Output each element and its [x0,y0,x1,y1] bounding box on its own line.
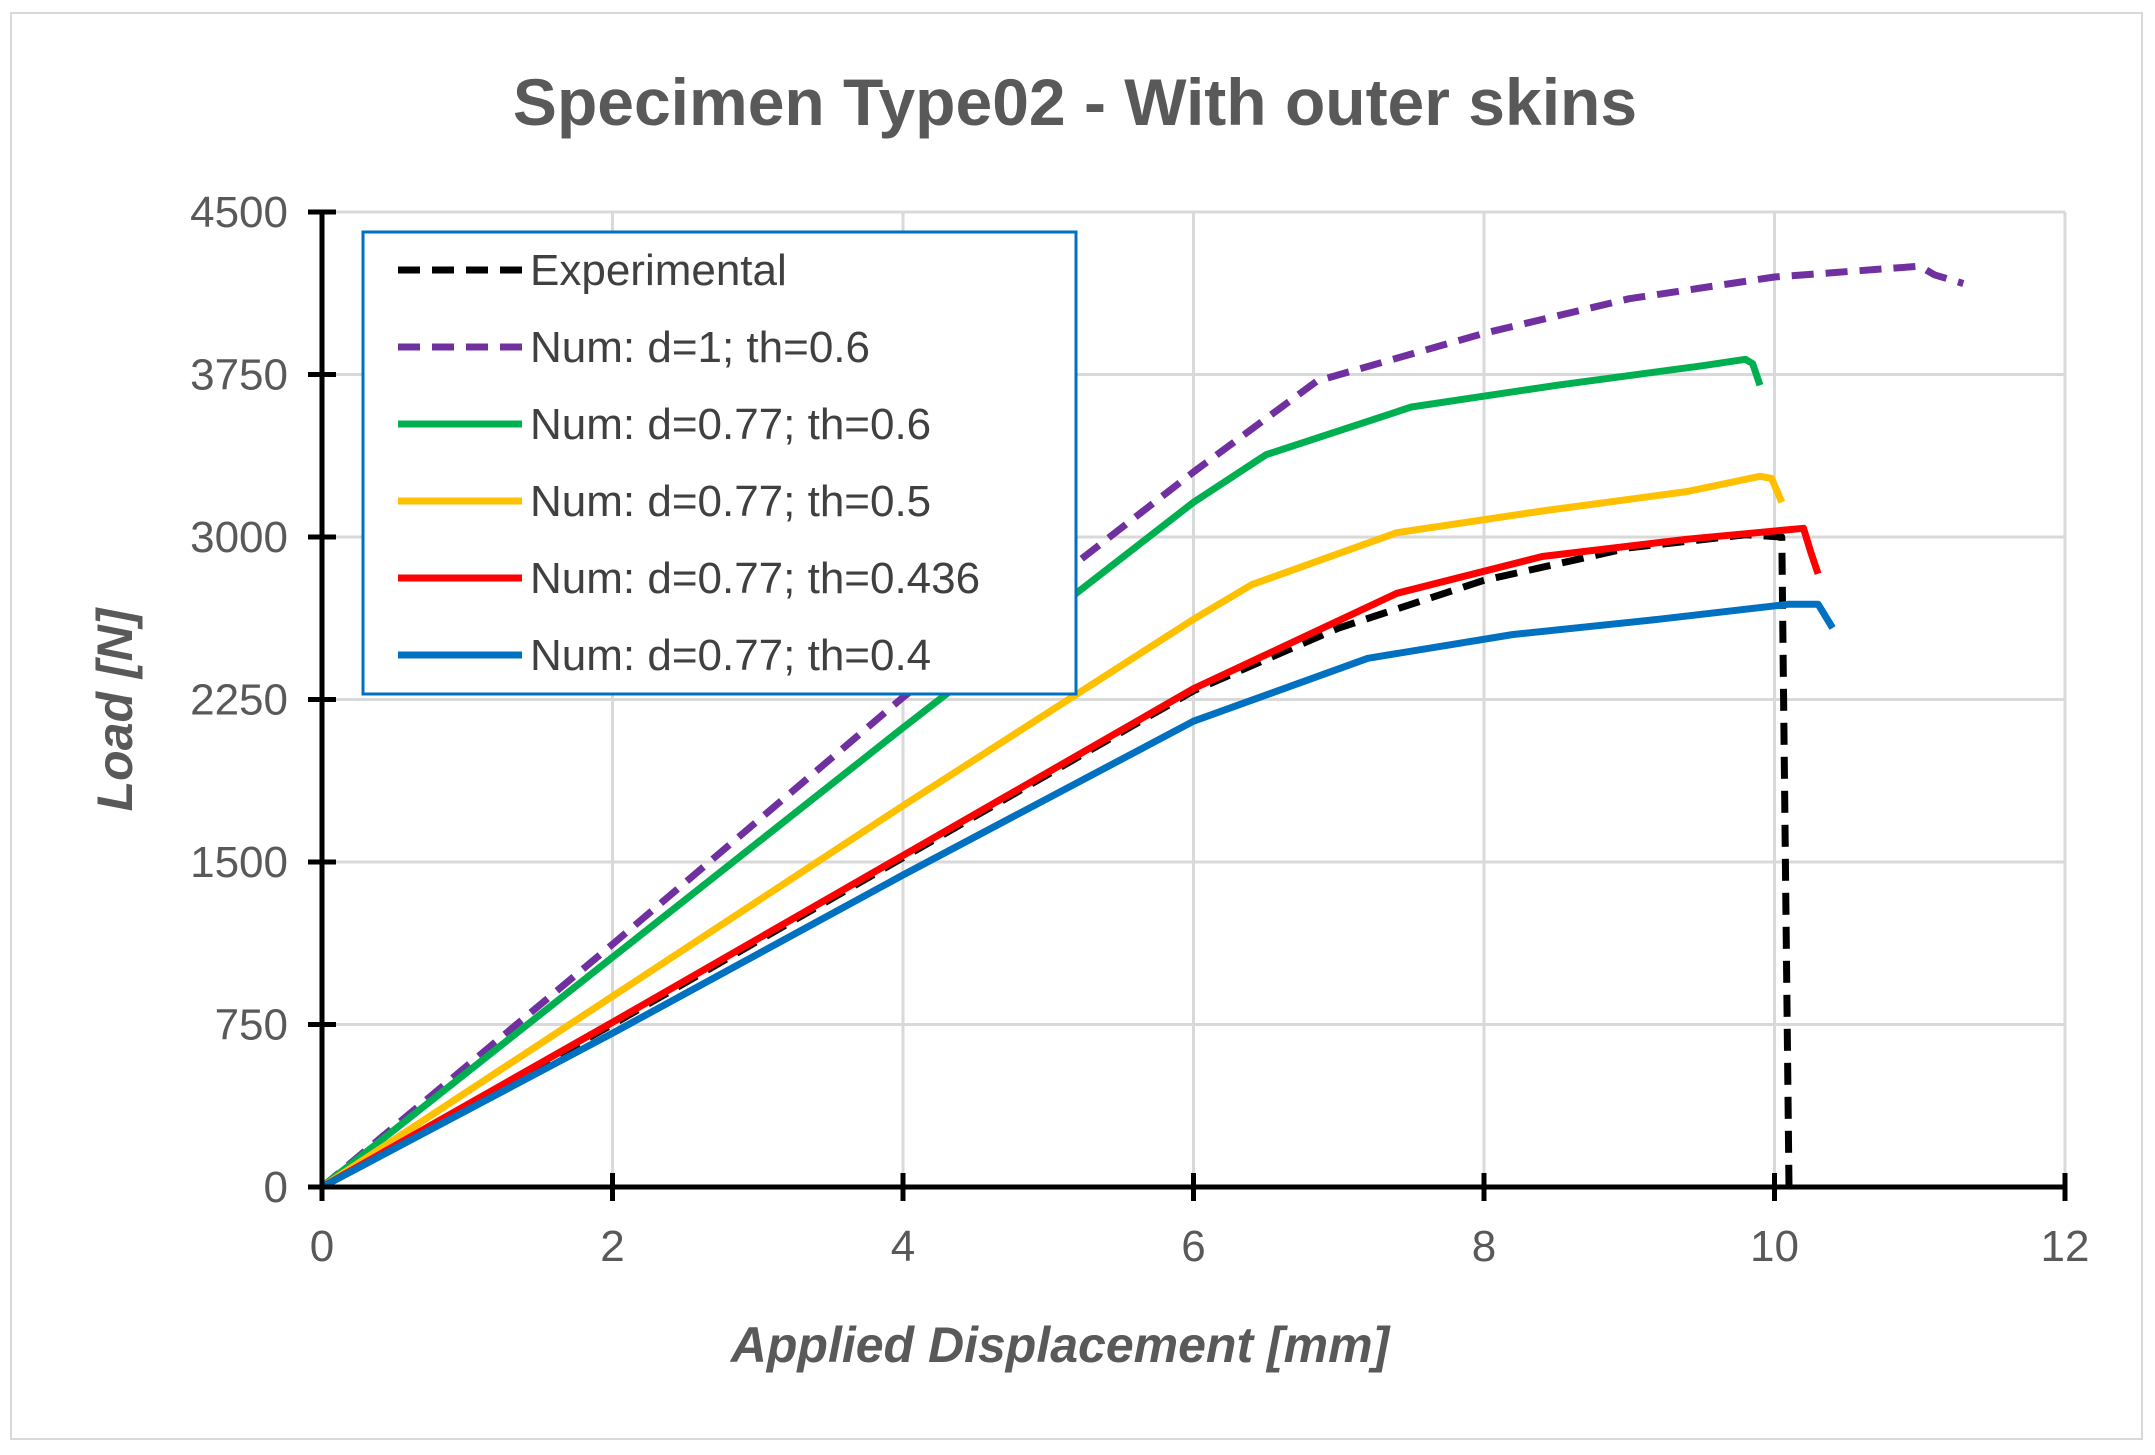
y-tick-label: 3000 [190,513,288,562]
legend-label: Num: d=0.77; th=0.436 [530,554,980,603]
legend-box [361,230,1078,696]
series-line-4 [320,472,1786,1190]
legend-label: Num: d=1; th=0.6 [530,323,870,372]
legend-label: Num: d=0.77; th=0.5 [530,477,931,526]
series-line-1 [320,531,1793,1191]
y-tick-label: 2250 [190,676,288,725]
legend-label: Num: d=0.77; th=0.6 [530,400,931,449]
y-tick-label: 750 [215,1001,288,1050]
x-tick-label: 0 [310,1222,334,1271]
y-axis-title: Load [N] [87,606,143,811]
x-tick-label: 8 [1472,1222,1496,1271]
x-tick-label: 2 [600,1222,624,1271]
legend-items: Experimental Num: d=1; th=0.6 Num: d=0.77;… [398,246,980,680]
x-tick-label: 10 [1750,1222,1799,1271]
series-line-3 [319,355,1764,1190]
y-tick-label: 4500 [190,188,288,237]
x-tick-label: 4 [891,1222,915,1271]
axes [308,209,2068,1201]
x-tick-label: 12 [2041,1222,2090,1271]
legend-label: Num: d=0.77; th=0.4 [530,631,931,680]
series-line-5 [320,524,1822,1191]
legend: Experimental Num: d=1; th=0.6 Num: d=0.77;… [361,230,1078,696]
series-line-6 [320,600,1836,1191]
y-tick-label: 1500 [190,838,288,887]
x-axis-title: Applied Displacement [mm] [729,1317,1392,1373]
x-tick-label: 6 [1181,1222,1205,1271]
series-line-2 [319,262,1965,1190]
chart-title: Specimen Type02 - With outer skins [513,65,1637,139]
series-layer [319,262,1965,1191]
y-tick-label: 0 [264,1163,288,1212]
y-tick-label: 3750 [190,351,288,400]
legend-label: Experimental [530,246,787,295]
tick-labels: 0 2 4 6 8 10 12 0 750 1500 2250 3000 3750 4500 [190,188,2089,1271]
